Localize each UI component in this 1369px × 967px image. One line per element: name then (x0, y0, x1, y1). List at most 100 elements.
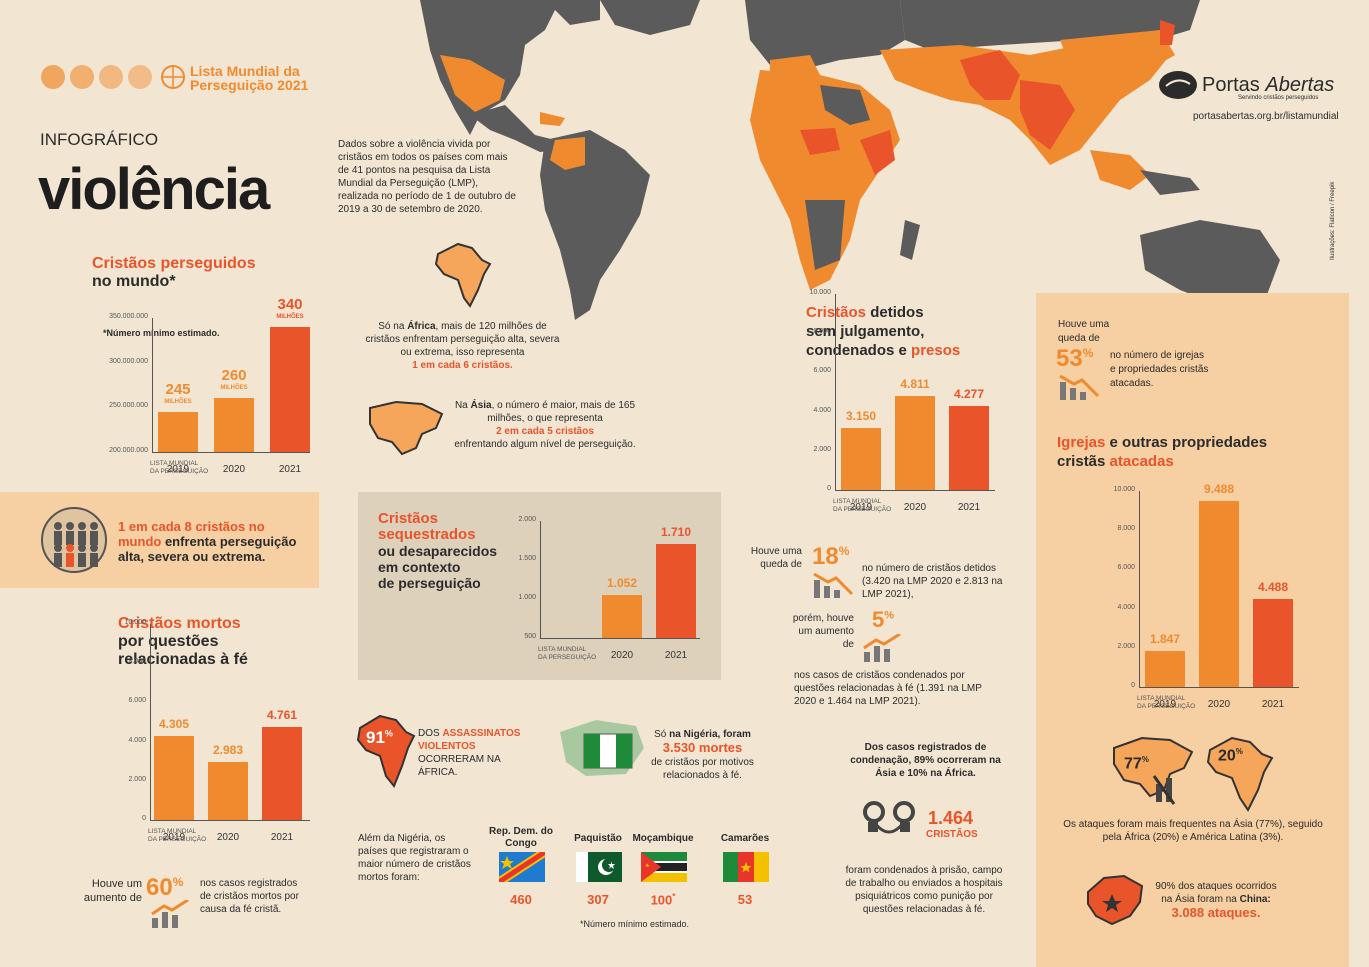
churches-title: Igrejas e outras propriedades cristãs at… (1057, 434, 1268, 470)
killed-bar (208, 761, 248, 820)
detained-bar-value: 4.811 (885, 377, 945, 391)
detained-tick-label: 4.000 (813, 406, 831, 414)
churches-axis-caption-line: LISTA MUNDIAL (1137, 695, 1186, 702)
credit-text: Ilustrações: Flaticon / Freepik (1330, 181, 1336, 260)
nigeria-flag (556, 718, 646, 778)
cases-note: Dos casos registrados de condenação, 89%… (850, 742, 1001, 779)
persecuted-tick-label: 350.000.000 (109, 313, 148, 320)
churches-category-label: 2020 (1207, 699, 1231, 710)
africa-91-text: DOS ASSASSINATOS VIOLENTOS OCORRERAM NA Á… (418, 728, 521, 778)
detained-tick-label: 2.000 (813, 445, 831, 453)
persecuted-bar (270, 326, 310, 452)
detained-axis-caption-line: DA PERSEGUIÇÃO (833, 506, 892, 513)
killed-axis-caption: LISTA MUNDIAL DA PERSEGUIÇÃO (148, 828, 206, 844)
churches-bar-value: 1.847 (1135, 631, 1195, 646)
country-name: Camarões (720, 833, 770, 844)
persecuted-footnote: *Número mínimo estimado. (103, 328, 220, 338)
one-in-eight-panel: 1 em cada 8 cristãos no mundo enfrenta p… (0, 492, 319, 588)
churches-tick-label: 2.000 (1117, 642, 1135, 650)
killed-bar-value: 2.983 (198, 743, 258, 757)
detained-count-label: CRISTÃOS (926, 829, 978, 840)
asia-77-icon (1110, 734, 1196, 810)
detained-category-label: 2020 (903, 502, 927, 513)
kidnapped-bar-value: 1.710 (646, 524, 706, 539)
country-flag-image (723, 852, 769, 882)
brand-name: Portas Abertas (1202, 74, 1335, 96)
detained-bar (949, 406, 989, 490)
persecuted-axis-caption-line: DA PERSEGUIÇÃO (150, 468, 209, 475)
kidnapped-tick-label: 1.000 (518, 594, 536, 601)
killed-category-label: 2020 (216, 832, 240, 843)
trend-up-icon-2 (862, 634, 906, 662)
persecuted-bar-value: 245 MILHÕES (148, 380, 208, 406)
kidnapped-tick-label: 1.500 (518, 555, 536, 562)
people-icon (40, 506, 108, 574)
churches-bar (1199, 501, 1239, 687)
country-value-text: 100 (650, 892, 673, 908)
country-value-text: 53 (737, 892, 753, 907)
africa-20-icon (1204, 734, 1280, 814)
killed-tick-label: 10.000 (124, 619, 146, 626)
persecuted-title: Cristãos perseguidos no mundo* (92, 255, 256, 290)
countries-footnote: *Número mínimo estimado. (580, 919, 690, 929)
asia-77-pct: 77% (1124, 755, 1149, 773)
country-flag-image (576, 852, 622, 882)
churches-tick-label: 8.000 (1117, 525, 1135, 533)
killed-increase-pre: Houve um aumento de (83, 878, 142, 904)
detained-drop-post: no número de cristãos detidos (3.420 na … (862, 563, 1003, 600)
detained-count-text: foram condenados à prisão, campo de trab… (845, 865, 1003, 915)
kidnapped-axis-caption-line: DA PERSEGUIÇÃO (538, 654, 597, 661)
brand-url[interactable]: portasabertas.org.br/listamundial (1193, 111, 1339, 122)
country-flag (499, 852, 545, 882)
persecuted-bar (158, 411, 198, 452)
churches-bar-value-text: 9.488 (1203, 482, 1235, 497)
trend-down-icon (812, 570, 856, 598)
africa-note: Só na África, mais de 120 milhões de cri… (365, 321, 560, 371)
churches-category-label: 2019 (1153, 699, 1177, 710)
persecuted-bar-value-text: 245 (165, 380, 191, 398)
detained-axis-caption-line: LISTA MUNDIAL (833, 498, 882, 505)
persecuted-category-label: 2019 (166, 464, 190, 475)
kidnapped-tick-label: 500 (524, 633, 536, 640)
killed-increase-post: nos casos registrados de cristãos mortos… (200, 878, 299, 915)
detained-count: 1.464 (928, 808, 974, 828)
churches-drop-post: no número de igrejas e propriedades cris… (1110, 350, 1209, 389)
persecuted-tick-label: 300.000.000 (109, 357, 148, 365)
churches-bar-value-text: 1.847 (1149, 631, 1181, 646)
kidnapped-axis-caption-line: LISTA MUNDIAL (538, 646, 587, 653)
intro-text: Dados sobre a violência vivida por crist… (338, 139, 516, 215)
country-value: 460 (486, 892, 556, 907)
kidnapped-bar-value-text: 1.710 (660, 524, 692, 539)
country-name: Moçambique (632, 833, 694, 844)
persecuted-bar-value-text: 260 (221, 367, 247, 385)
killed-tick-label: 2.000 (128, 775, 146, 783)
detained-bar-value-text: 4.277 (953, 387, 985, 402)
detained-bar (841, 428, 881, 490)
persecuted-y-axis (152, 318, 153, 452)
killed-tick-label: 8.000 (128, 658, 146, 666)
persecuted-bar-value-text: 340 (277, 295, 303, 313)
killed-increase-pct: 60% (146, 874, 184, 901)
detained-tick-label: 0 (827, 485, 831, 492)
trend-down-icon-2 (1058, 372, 1102, 400)
detained-tick-label: 10.000 (809, 289, 831, 296)
churches-panel (1036, 293, 1349, 967)
churches-drop-pct: 53% (1056, 345, 1094, 372)
kidnapped-axis-caption: LISTA MUNDIAL DA PERSEGUIÇÃO (538, 646, 596, 662)
killed-bar (154, 735, 194, 820)
africa-20-pct: 20% (1218, 747, 1243, 765)
churches-tick-label: 6.000 (1117, 564, 1135, 572)
detained-inc-pre: porém, houve um aumento de (792, 613, 854, 650)
asia-icon (366, 398, 446, 458)
detained-bar-value: 3.150 (831, 410, 891, 423)
attacks-note: Os ataques foram mais frequentes na Ásia… (1063, 819, 1323, 843)
page-title: violência (38, 157, 270, 222)
handcuffs-icon (862, 798, 916, 846)
killed-bar-value: 4.305 (144, 717, 204, 731)
killed-bar (262, 726, 302, 820)
killed-tick-label: 4.000 (128, 736, 146, 744)
detained-drop-pct: 18% (812, 543, 850, 570)
detained-bar (895, 395, 935, 490)
churches-drop-pre: Houve uma queda de (1058, 319, 1110, 344)
